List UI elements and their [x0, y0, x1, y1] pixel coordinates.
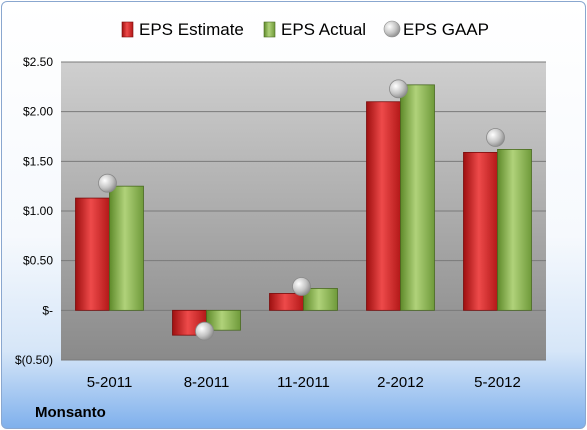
bar-eps-estimate: [75, 197, 110, 311]
marker-eps-gaap: [292, 277, 311, 296]
x-tick-label: 11-2011: [277, 374, 330, 391]
x-tick-label: 2-2012: [377, 374, 424, 391]
bar-eps-estimate: [463, 151, 498, 311]
legend-swatch: [263, 21, 276, 38]
company-name: Monsanto: [35, 404, 106, 421]
bar-eps-actual: [109, 185, 144, 311]
bar-eps-actual: [497, 149, 532, 311]
bar-eps-actual: [400, 84, 435, 311]
legend-label: EPS GAAP: [403, 20, 489, 39]
legend-label: EPS Actual: [281, 20, 366, 39]
marker-eps-gaap: [389, 79, 408, 99]
x-tick-label: 5-2012: [474, 374, 521, 391]
y-tick-label: $1.00: [23, 204, 53, 218]
legend-swatch: [121, 21, 134, 38]
bar-eps-estimate: [269, 293, 304, 311]
marker-eps-gaap: [486, 128, 505, 147]
x-tick-label: 8-2011: [184, 374, 230, 391]
bar-eps-actual: [206, 309, 241, 331]
y-tick-label: $-: [42, 303, 53, 317]
legend-marker: [383, 20, 401, 38]
x-tick-label: 5-2011: [87, 374, 133, 391]
y-tick-label: $1.50: [23, 154, 53, 168]
bar-eps-estimate: [366, 101, 401, 311]
y-tick-label: $(0.50): [15, 353, 53, 367]
y-tick-label: $2.00: [23, 105, 53, 119]
marker-eps-gaap: [98, 173, 117, 193]
legend-label: EPS Estimate: [139, 20, 244, 39]
bar-eps-actual: [303, 288, 338, 311]
y-tick-label: $2.50: [23, 55, 53, 69]
marker-eps-gaap: [195, 321, 214, 341]
y-tick-label: $0.50: [23, 254, 53, 268]
